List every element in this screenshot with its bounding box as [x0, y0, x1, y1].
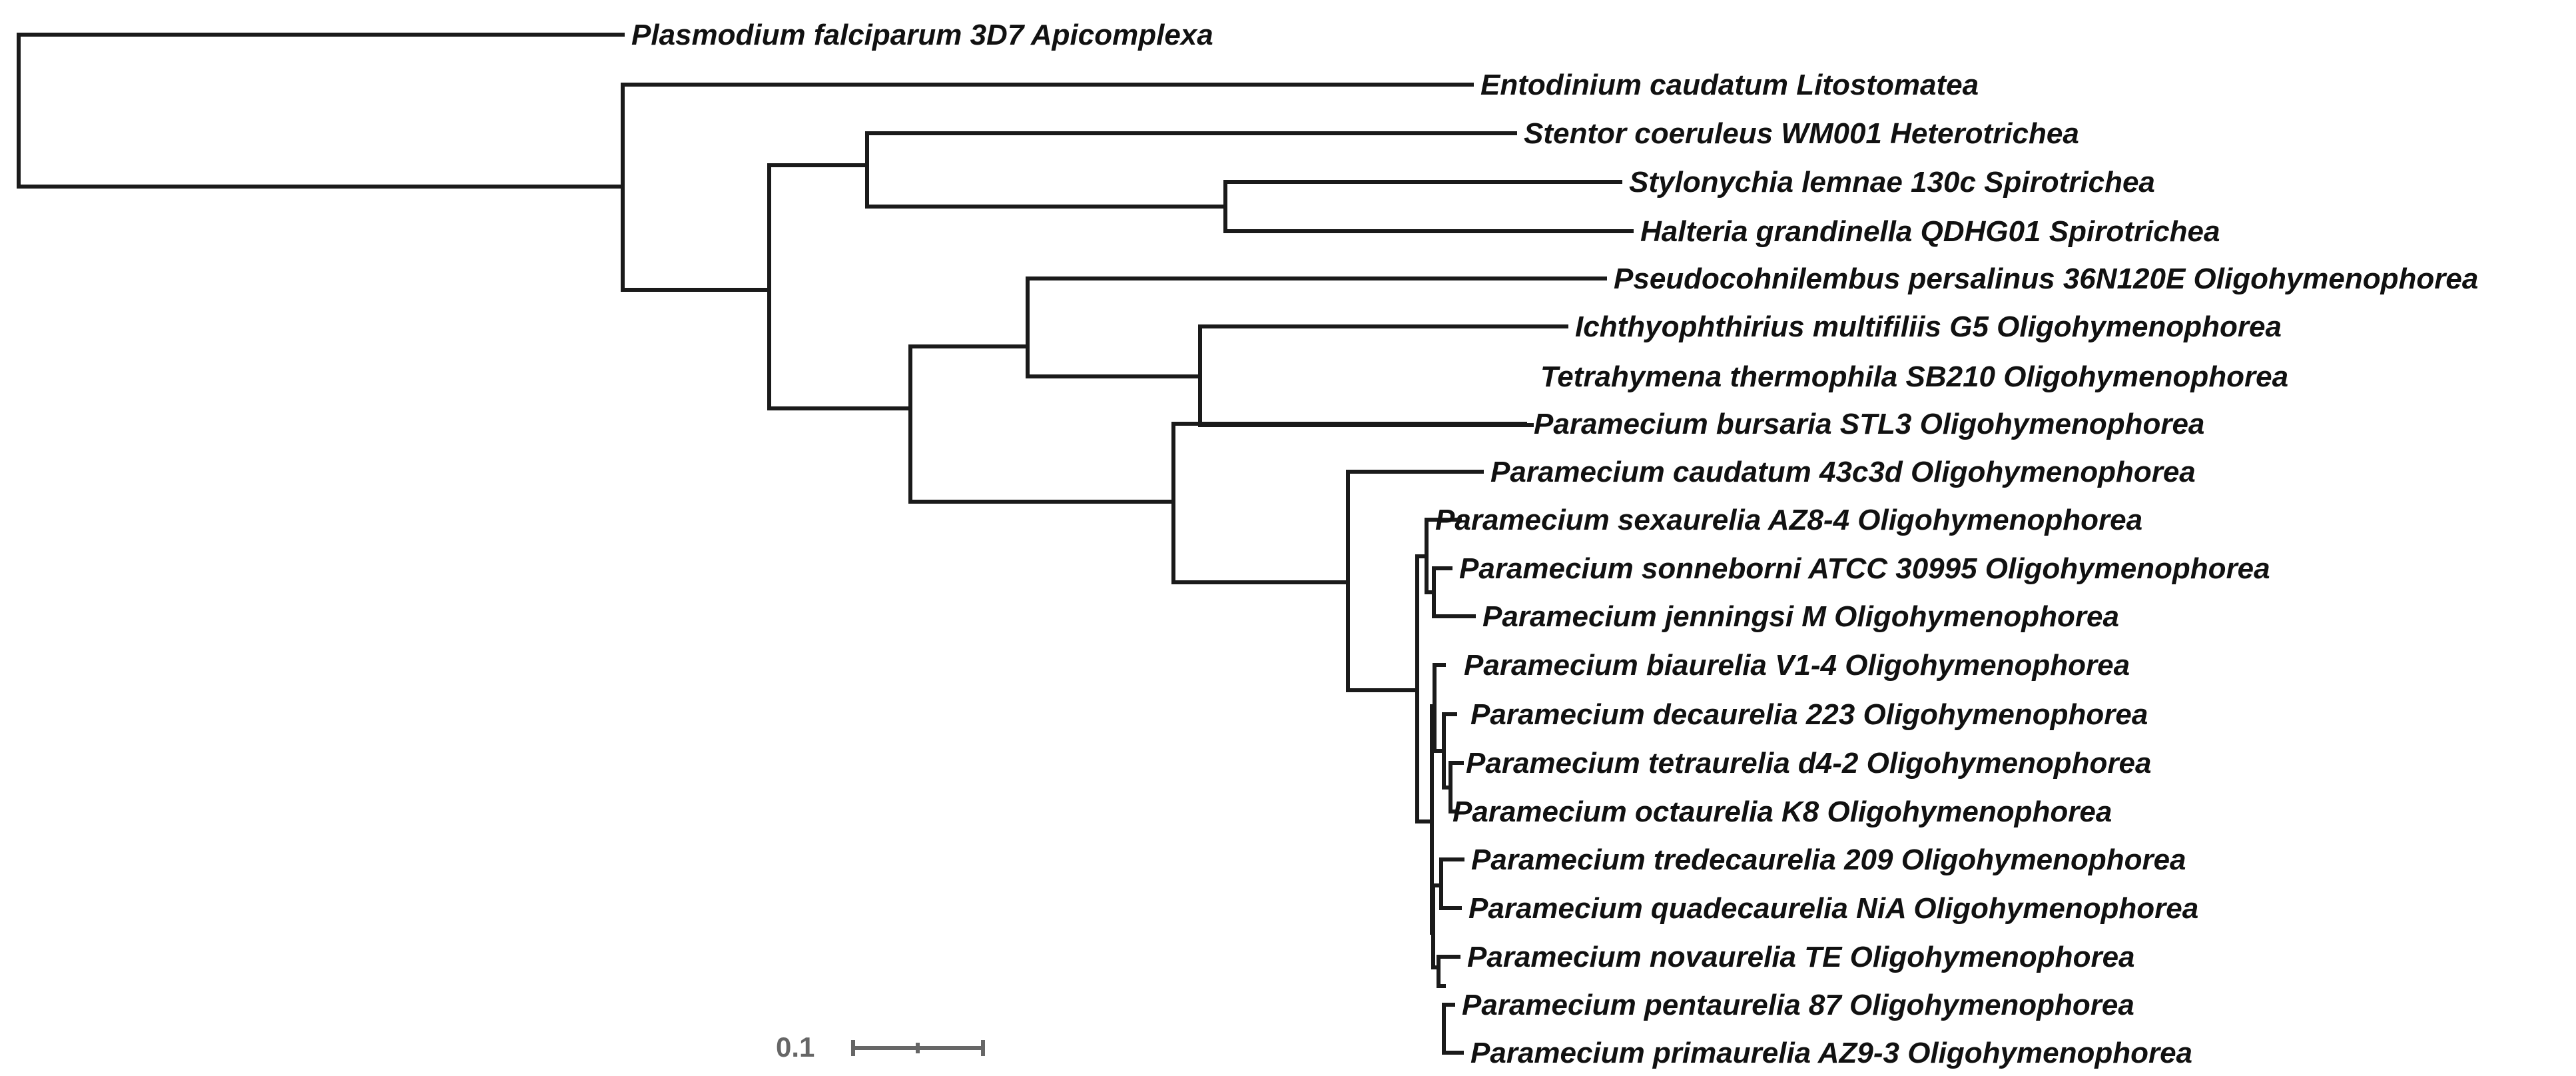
taxon-label: Paramecium quadecaurelia NiA Oligohymeno…: [1468, 892, 2198, 925]
scale-bar-line: [851, 1040, 985, 1056]
taxon-label: Paramecium sexaurelia AZ8-4 Oligohymenop…: [1435, 504, 2142, 536]
taxon-label: Plasmodium falciparum 3D7 Apicomplexa: [631, 19, 1213, 51]
taxon-label: Paramecium tredecaurelia 209 Oligohymeno…: [1471, 843, 2186, 876]
taxon-label: Paramecium decaurelia 223 Oligohymenopho…: [1470, 698, 2148, 731]
scale-bar: 0.1: [776, 1031, 985, 1063]
taxon-label: Paramecium novaurelia TE Oligohymenophor…: [1467, 941, 2135, 973]
taxon-label: Paramecium sonneborni ATCC 30995 Oligohy…: [1459, 552, 2270, 585]
taxon-label: Paramecium octaurelia K8 Oligohymenophor…: [1452, 796, 2112, 828]
tree-branches: [17, 33, 1634, 1055]
taxon-labels: Plasmodium falciparum 3D7 Apicomplexa Ent…: [631, 19, 2478, 1069]
taxon-label: Pseudocohnilembus persalinus 36N120E Oli…: [1614, 263, 2478, 295]
taxon-label: Paramecium bursaria STL3 Oligohymenophor…: [1534, 408, 2204, 440]
taxon-label: Paramecium tetraurelia d4-2 Oligohymenop…: [1466, 747, 2151, 780]
taxon-label: Paramecium jenningsi M Oligohymenophorea: [1482, 600, 2119, 633]
taxon-label: Paramecium primaurelia AZ9-3 Oligohymeno…: [1470, 1037, 2192, 1069]
taxon-label: Tetrahymena thermophila SB210 Oligohymen…: [1540, 360, 2288, 393]
taxon-label: Paramecium caudatum 43c3d Oligohymenopho…: [1490, 456, 2196, 488]
taxon-label: Halteria grandinella QDHG01 Spirotrichea: [1640, 215, 2220, 248]
taxon-label: Stentor coeruleus WM001 Heterotrichea: [1524, 117, 2079, 150]
taxon-label: Ichthyophthirius multifiliis G5 Oligohym…: [1575, 310, 2282, 343]
taxon-label: Paramecium pentaurelia 87 Oligohymenopho…: [1462, 989, 2134, 1021]
taxon-label: Paramecium biaurelia V1-4 Oligohymenopho…: [1464, 649, 2130, 682]
taxon-label: Stylonychia lemnae 130c Spirotrichea: [1629, 166, 2155, 199]
taxon-label: Entodinium caudatum Litostomatea: [1480, 69, 1979, 101]
scale-bar-label: 0.1: [776, 1031, 814, 1063]
